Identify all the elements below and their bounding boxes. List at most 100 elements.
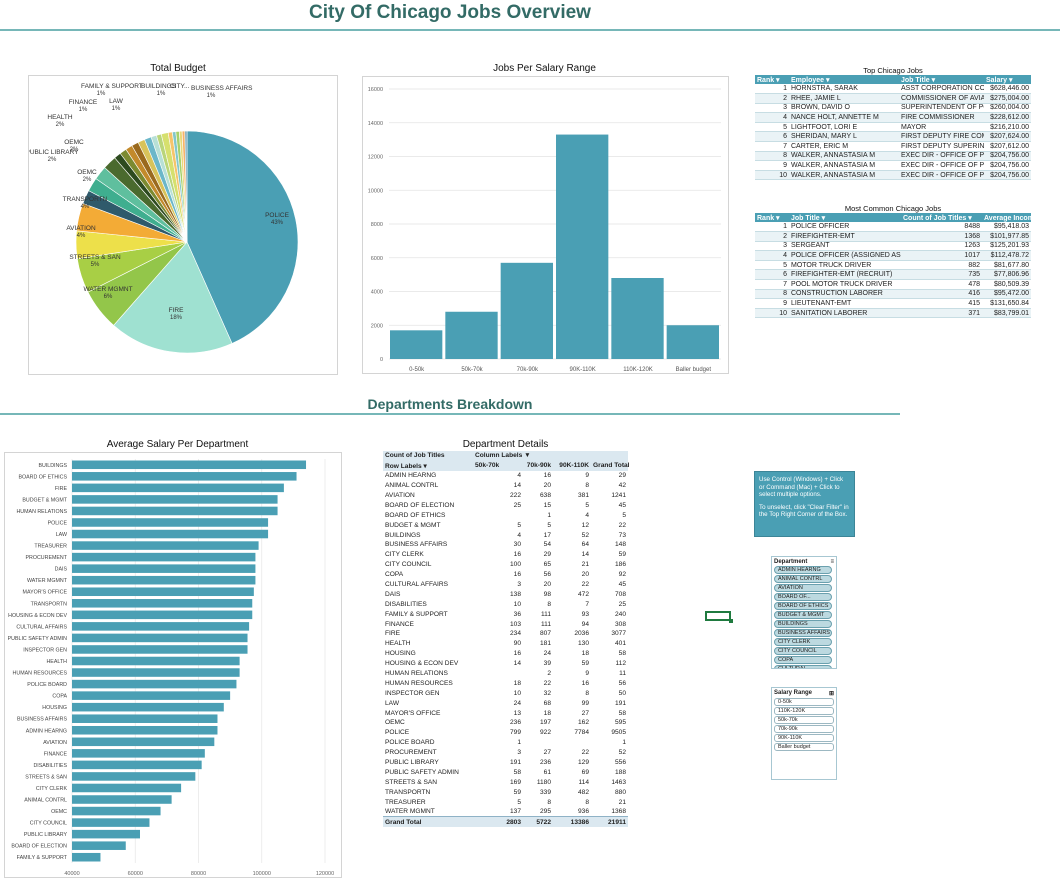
bar-Baller budget[interactable] xyxy=(666,325,719,359)
slicer-item[interactable]: CULTURAL... xyxy=(774,665,832,668)
hbar[interactable] xyxy=(72,645,248,654)
hbar[interactable] xyxy=(72,460,307,470)
pie-slice[interactable] xyxy=(184,130,188,243)
table-row[interactable]: 7 POOL MOTOR TRUCK DRIVER 478 $80,509.39 xyxy=(755,279,1031,290)
pivot-row[interactable]: PUBLIC SAFETY ADMIN 58 61 69 188 xyxy=(383,768,628,778)
table-row[interactable]: 5 LIGHTFOOT, LORI E MAYOR $216,210.00 xyxy=(755,122,1031,133)
hbar[interactable] xyxy=(72,783,182,793)
hbar[interactable] xyxy=(72,564,256,573)
slicer-item[interactable]: ANIMAL CONTRL xyxy=(774,575,832,583)
hbar[interactable] xyxy=(72,541,259,550)
column-header[interactable]: Job Title ▾ xyxy=(899,75,984,84)
column-header[interactable]: Salary ▾ xyxy=(984,75,1031,84)
pivot-header[interactable]: Column Labels ▼ xyxy=(473,451,531,461)
slicer-item[interactable]: BUDGET & MGMT xyxy=(774,611,832,619)
column-header[interactable]: Rank ▾ xyxy=(755,213,789,222)
multi-select-icon[interactable]: ⊞ xyxy=(828,691,834,697)
slicer-item[interactable]: COPA xyxy=(774,656,832,664)
table-row[interactable]: 8 CONSTRUCTION LABORER 416 $95,472.00 xyxy=(755,289,1031,300)
table-row[interactable]: 8 WALKER, ANNASTASIA M EXEC DIR - OFFICE O… xyxy=(755,151,1031,162)
total-budget-chart[interactable]: FAMILY & SUPPORT 1% BUILDINGS 1% CITY... BUSI… xyxy=(26,75,338,375)
hbar[interactable] xyxy=(72,633,248,643)
pivot-row[interactable]: FIRE 234 807 2036 3077 xyxy=(383,629,628,639)
pivot-row[interactable]: CULTURAL AFFAIRS 3 20 22 45 xyxy=(383,580,628,590)
bar-70k-90k[interactable] xyxy=(500,262,553,359)
column-header[interactable]: Rank ▾ xyxy=(755,75,789,84)
hbar[interactable] xyxy=(72,737,215,747)
pivot-row[interactable]: COPA 16 56 20 92 xyxy=(383,570,628,580)
pivot-row[interactable]: WATER MGMNT 137 295 936 1368 xyxy=(383,807,628,817)
pivot-row[interactable]: BUSINESS AFFAIRS 30 54 64 148 xyxy=(383,540,628,550)
top-jobs-table[interactable]: Rank ▾ Employee ▾ Job Title ▾ Salary ▾ 1 HOR… xyxy=(755,75,1031,181)
pivot-row[interactable]: BOARD OF ETHICS 1 4 5 xyxy=(383,510,628,520)
column-header[interactable]: Employee ▾ xyxy=(789,75,899,84)
bar-0-50k[interactable] xyxy=(390,330,443,359)
hbar[interactable] xyxy=(72,772,196,781)
department-slicer[interactable]: Department ≡ ADMIN HEARNG ANIMAL CONTRL AVI… xyxy=(771,556,837,669)
pivot-row[interactable]: FINANCE 103 111 94 308 xyxy=(383,619,628,629)
pivot-row[interactable]: HUMAN RELATIONS 2 9 11 xyxy=(383,669,628,679)
pivot-row[interactable]: ADMIN HEARNG 4 16 9 29 xyxy=(383,471,628,481)
pivot-row[interactable]: STREETS & SAN 169 1180 114 1463 xyxy=(383,777,628,787)
pivot-row[interactable]: MAYOR'S OFFICE 13 18 27 58 xyxy=(383,708,628,718)
slicer-item[interactable]: 50k-70k xyxy=(774,716,834,724)
hbar[interactable] xyxy=(72,679,237,689)
hbar[interactable] xyxy=(72,656,240,666)
pivot-row[interactable]: OEMC 236 197 162 595 xyxy=(383,718,628,728)
slicer-item[interactable]: AVIATION xyxy=(774,584,832,592)
hbar[interactable] xyxy=(72,702,224,712)
hbar[interactable] xyxy=(72,749,205,758)
hbar[interactable] xyxy=(72,518,269,527)
hbar[interactable] xyxy=(72,529,269,539)
pivot-row[interactable]: TREASURER 5 8 8 21 xyxy=(383,797,628,807)
hbar[interactable] xyxy=(72,575,256,585)
pivot-row[interactable]: DAIS 138 98 472 708 xyxy=(383,589,628,599)
pivot-row[interactable]: PROCUREMENT 3 27 22 52 xyxy=(383,748,628,758)
pivot-row[interactable]: DISABILITIES 10 8 7 25 xyxy=(383,599,628,609)
pivot-row[interactable]: HOUSING 16 24 18 58 xyxy=(383,649,628,659)
pivot-row[interactable]: PUBLIC LIBRARY 191 236 129 556 xyxy=(383,758,628,768)
hbar[interactable] xyxy=(72,622,250,631)
hbar[interactable] xyxy=(72,852,101,862)
pivot-row[interactable]: HUMAN RESOURCES 18 22 16 56 xyxy=(383,678,628,688)
hbar[interactable] xyxy=(72,587,254,597)
hbar[interactable] xyxy=(72,725,218,735)
pivot-row[interactable]: POLICE BOARD 1 1 xyxy=(383,738,628,748)
slicer-item[interactable]: CITY COUNCIL xyxy=(774,647,832,655)
hbar[interactable] xyxy=(72,668,240,677)
slicer-item[interactable]: BOARD OF... xyxy=(774,593,832,601)
bar-110K-120K[interactable] xyxy=(611,278,664,359)
table-row[interactable]: 3 BROWN, DAVID O SUPERINTENDENT OF POL $260… xyxy=(755,103,1031,114)
dept-pivot-table[interactable]: Count of Job Titles Column Labels ▼ Row L… xyxy=(383,451,630,827)
table-row[interactable]: 10 WALKER, ANNASTASIA M EXEC DIR - OFFICE … xyxy=(755,170,1031,181)
table-row[interactable]: 10 SANITATION LABORER 371 $83,799.01 xyxy=(755,308,1031,319)
column-header[interactable]: Average Incom ▾ xyxy=(982,213,1031,222)
table-row[interactable]: 2 FIREFIGHTER-EMT 1368 $101,977.85 xyxy=(755,231,1031,242)
pivot-row[interactable]: HOUSING & ECON DEV 14 39 59 112 xyxy=(383,659,628,669)
hbar[interactable] xyxy=(72,795,172,804)
slicer-item[interactable]: BOARD OF ETHICS xyxy=(774,602,832,610)
hbar[interactable] xyxy=(72,552,256,562)
bar-50k-70k[interactable] xyxy=(445,311,498,359)
table-row[interactable]: 5 MOTOR TRUCK DRIVER 882 $81,677.80 xyxy=(755,260,1031,271)
slicer-item[interactable]: 70k-90k xyxy=(774,725,834,733)
pivot-col-label[interactable]: Row Labels ▾ xyxy=(383,460,473,471)
hbar[interactable] xyxy=(72,495,278,504)
hbar[interactable] xyxy=(72,829,140,839)
pivot-row[interactable]: Grand Total 2803 5722 13386 21911 xyxy=(383,816,628,827)
pivot-row[interactable]: CITY COUNCIL 100 65 21 186 xyxy=(383,560,628,570)
table-row[interactable]: 3 SERGEANT 1263 $125,201.93 xyxy=(755,241,1031,252)
pivot-row[interactable]: INSPECTOR GEN 10 32 8 50 xyxy=(383,688,628,698)
column-header[interactable]: Count of Job Titles ▾ xyxy=(901,213,982,222)
hbar[interactable] xyxy=(72,599,253,608)
slicer-item[interactable]: 110K-120K xyxy=(774,707,834,715)
hbar[interactable] xyxy=(72,818,150,827)
selected-cell[interactable] xyxy=(705,611,733,623)
bar-90K-110K[interactable] xyxy=(556,134,609,359)
slicer-item[interactable]: BUILDINGS xyxy=(774,620,832,628)
pivot-row[interactable]: LAW 24 68 99 191 xyxy=(383,698,628,708)
table-row[interactable]: 1 POLICE OFFICER 8488 $95,418.03 xyxy=(755,222,1031,233)
